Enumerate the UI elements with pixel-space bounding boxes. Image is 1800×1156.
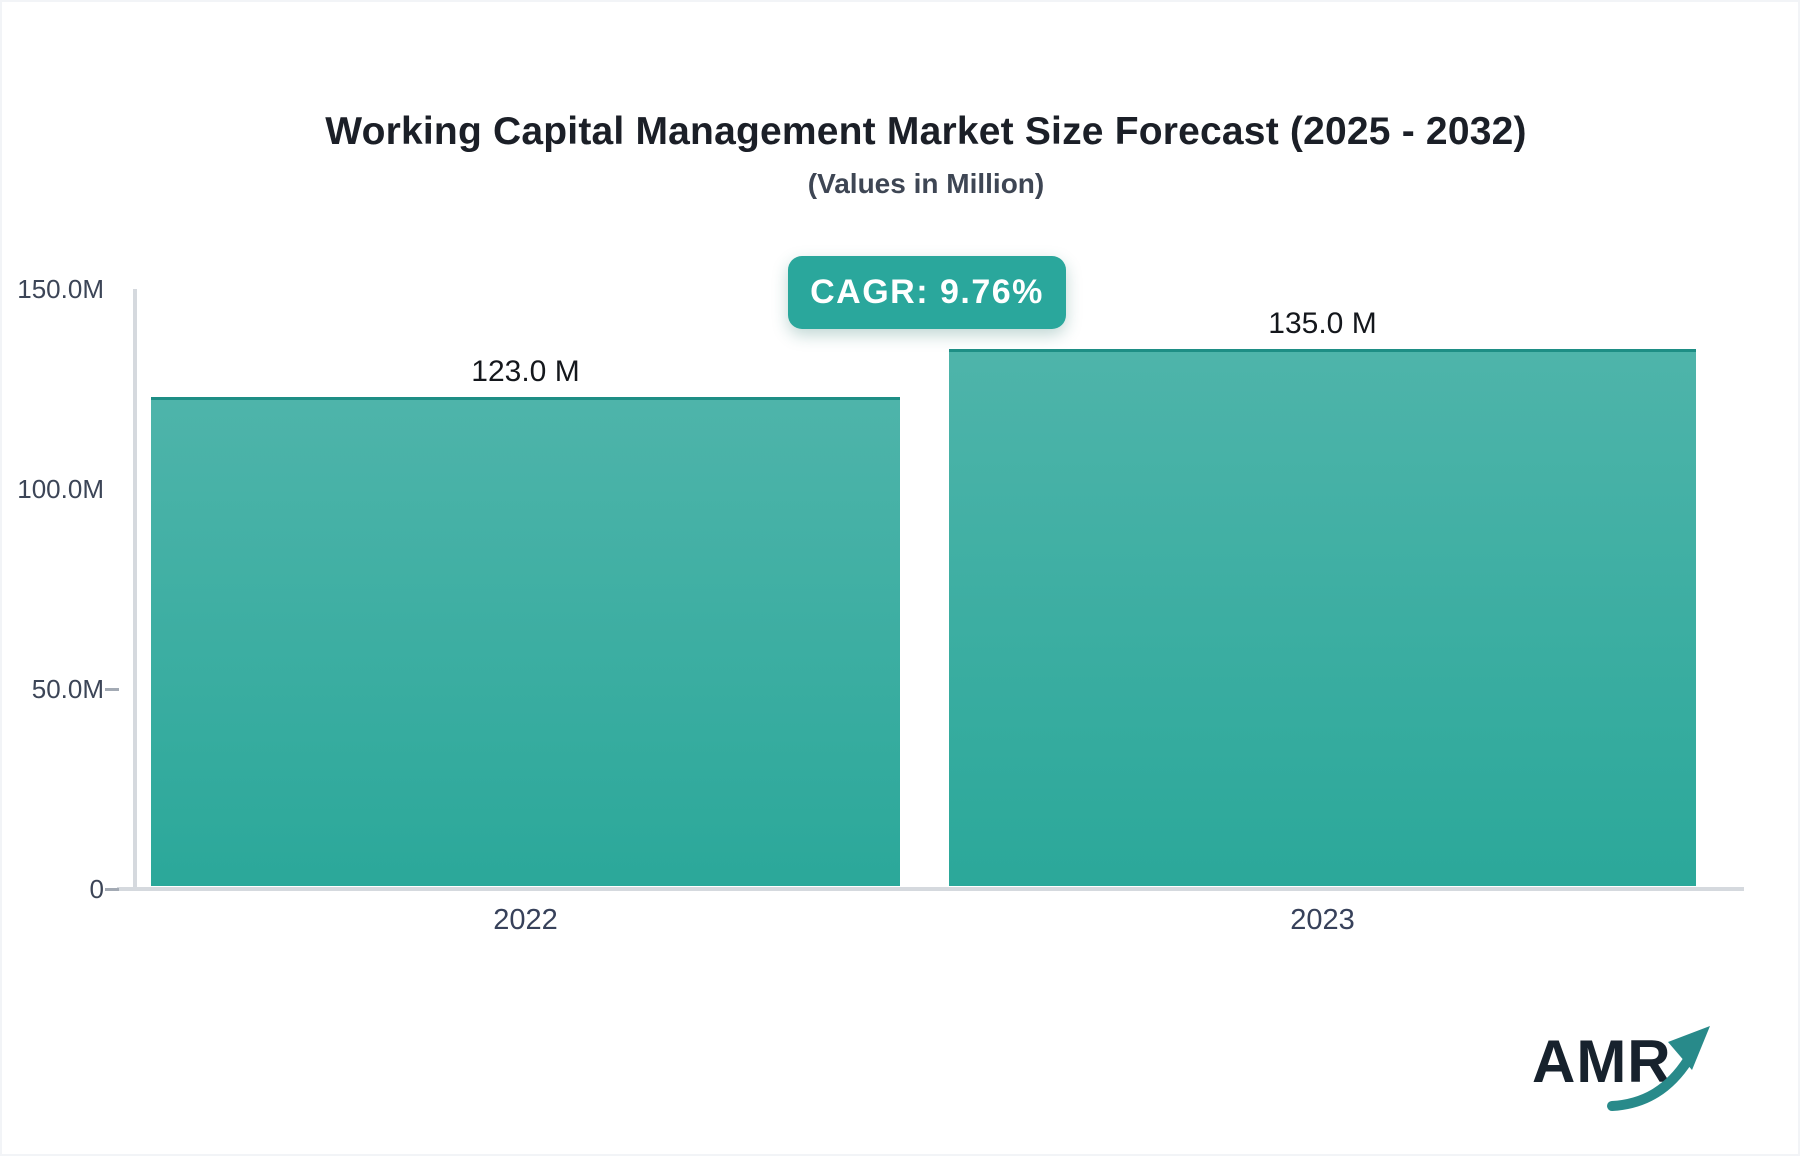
y-axis-line <box>133 289 137 890</box>
x-axis-category-label: 2023 <box>1290 904 1355 936</box>
chart-subtitle: (Values in Million) <box>807 168 1045 199</box>
chart-title: Working Capital Management Market Size F… <box>325 110 1527 153</box>
y-axis-tick-label: 0 <box>89 874 104 904</box>
x-axis-line <box>117 887 1744 891</box>
bar-2023[interactable] <box>949 349 1696 886</box>
y-axis-tick-label: 150.0M <box>17 274 104 304</box>
x-axis-category-label: 2022 <box>493 904 558 936</box>
amr-logo-text: AMR <box>1532 1028 1672 1095</box>
y-axis-tick-mark <box>105 888 119 891</box>
growth-arrow-icon <box>1607 1026 1710 1111</box>
amr-logo: AMR <box>1532 1026 1712 1122</box>
bar-value-label: 135.0 M <box>1268 307 1377 340</box>
bar-value-label: 123.0 M <box>471 355 580 388</box>
bar-2022[interactable] <box>151 397 900 886</box>
y-axis-tick-label: 50.0M <box>31 674 104 704</box>
y-axis-tick-mark <box>105 688 119 691</box>
cagr-badge: CAGR: 9.76% <box>788 256 1066 329</box>
y-axis-tick-label: 100.0M <box>17 474 104 504</box>
cagr-badge-label: CAGR: 9.76% <box>810 273 1044 311</box>
